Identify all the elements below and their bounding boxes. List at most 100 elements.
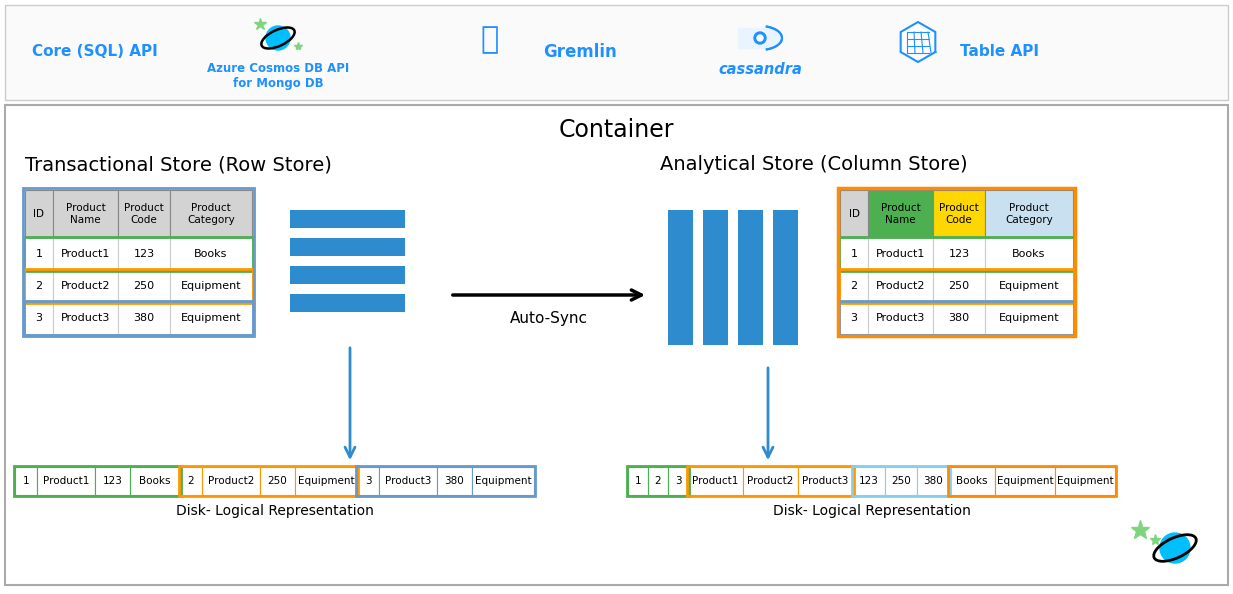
Bar <box>53 190 118 238</box>
Text: 3: 3 <box>674 476 682 486</box>
Bar <box>838 237 1074 271</box>
Bar <box>25 238 53 270</box>
Text: 🐸: 🐸 <box>481 26 499 55</box>
Text: 250: 250 <box>891 476 911 486</box>
Bar <box>703 210 727 345</box>
Bar <box>23 301 253 335</box>
Bar <box>118 238 170 270</box>
Text: cassandra: cassandra <box>718 62 801 77</box>
Bar <box>840 302 868 334</box>
Bar <box>688 467 743 495</box>
Text: 1: 1 <box>22 476 30 486</box>
Text: 1: 1 <box>635 476 641 486</box>
Text: 3: 3 <box>365 476 371 486</box>
Text: 123: 123 <box>859 476 879 486</box>
Bar <box>985 190 1073 238</box>
Text: Equipment: Equipment <box>475 476 531 486</box>
Bar <box>118 190 170 238</box>
Bar <box>118 270 170 302</box>
Bar <box>53 238 118 270</box>
Text: 123: 123 <box>102 476 122 486</box>
Text: Equipment: Equipment <box>996 476 1053 486</box>
Text: Equipment: Equipment <box>999 281 1059 291</box>
Text: 3: 3 <box>851 313 857 323</box>
Text: Product
Name: Product Name <box>65 203 105 225</box>
Bar <box>838 188 1075 336</box>
Text: Books: Books <box>957 476 988 486</box>
Bar <box>868 270 933 302</box>
Bar <box>290 294 404 312</box>
Text: Container: Container <box>559 118 673 142</box>
Text: Table API: Table API <box>961 45 1039 59</box>
Bar <box>290 238 404 256</box>
Bar <box>838 269 1074 303</box>
Text: Product2: Product2 <box>208 476 254 486</box>
Text: Product3: Product3 <box>875 313 925 323</box>
Bar <box>649 467 668 495</box>
Text: 3: 3 <box>36 313 42 323</box>
Text: Product1: Product1 <box>692 476 739 486</box>
Bar <box>949 467 995 495</box>
Bar <box>868 302 933 334</box>
Bar <box>853 467 885 495</box>
Text: Core (SQL) API: Core (SQL) API <box>32 45 158 59</box>
Text: Product
Name: Product Name <box>880 203 920 225</box>
Bar <box>290 210 404 228</box>
Text: Azure Cosmos DB API
for Mongo DB: Azure Cosmos DB API for Mongo DB <box>207 62 349 90</box>
Text: Equipment: Equipment <box>181 313 242 323</box>
Text: Disk- Logical Representation: Disk- Logical Representation <box>773 504 970 518</box>
Bar <box>933 238 985 270</box>
Text: ID: ID <box>848 209 859 219</box>
Text: Product2: Product2 <box>60 281 110 291</box>
Text: 123: 123 <box>948 249 969 259</box>
Bar <box>295 467 358 495</box>
Text: Equipment: Equipment <box>999 313 1059 323</box>
Text: 380: 380 <box>133 313 154 323</box>
Bar <box>985 238 1073 270</box>
Bar <box>885 467 917 495</box>
Text: Transactional Store (Row Store): Transactional Store (Row Store) <box>25 156 332 175</box>
Bar <box>170 238 252 270</box>
Text: Product1: Product1 <box>43 476 89 486</box>
Bar <box>840 190 868 238</box>
Text: Product2: Product2 <box>875 281 925 291</box>
Text: 2: 2 <box>655 476 661 486</box>
Text: 2: 2 <box>36 281 43 291</box>
Bar <box>260 467 295 495</box>
Text: 380: 380 <box>924 476 943 486</box>
Text: Product
Category: Product Category <box>1005 203 1053 225</box>
Bar <box>379 467 436 495</box>
Text: 380: 380 <box>445 476 465 486</box>
Text: Gremlin: Gremlin <box>543 43 616 61</box>
Text: 250: 250 <box>948 281 969 291</box>
Bar <box>25 190 53 238</box>
Bar <box>773 210 798 345</box>
Text: 250: 250 <box>133 281 154 291</box>
Bar <box>53 302 118 334</box>
Bar <box>985 302 1073 334</box>
Bar <box>5 5 1228 100</box>
Text: Equipment: Equipment <box>297 476 354 486</box>
Bar <box>37 467 95 495</box>
Bar <box>840 238 868 270</box>
Text: 1: 1 <box>36 249 42 259</box>
Bar <box>933 270 985 302</box>
Bar <box>23 237 253 271</box>
Bar <box>118 302 170 334</box>
Bar <box>53 270 118 302</box>
Bar <box>628 467 649 495</box>
Text: Books: Books <box>195 249 228 259</box>
Text: Product2: Product2 <box>747 476 794 486</box>
Text: 1: 1 <box>851 249 857 259</box>
Polygon shape <box>900 22 936 62</box>
Bar <box>995 467 1055 495</box>
Circle shape <box>266 26 290 50</box>
Bar <box>838 301 1074 335</box>
Bar <box>95 467 129 495</box>
Circle shape <box>755 32 766 44</box>
Text: 123: 123 <box>133 249 154 259</box>
Text: Product1: Product1 <box>875 249 925 259</box>
Bar <box>356 466 535 496</box>
Text: Product
Code: Product Code <box>125 203 164 225</box>
Bar <box>948 466 1116 496</box>
